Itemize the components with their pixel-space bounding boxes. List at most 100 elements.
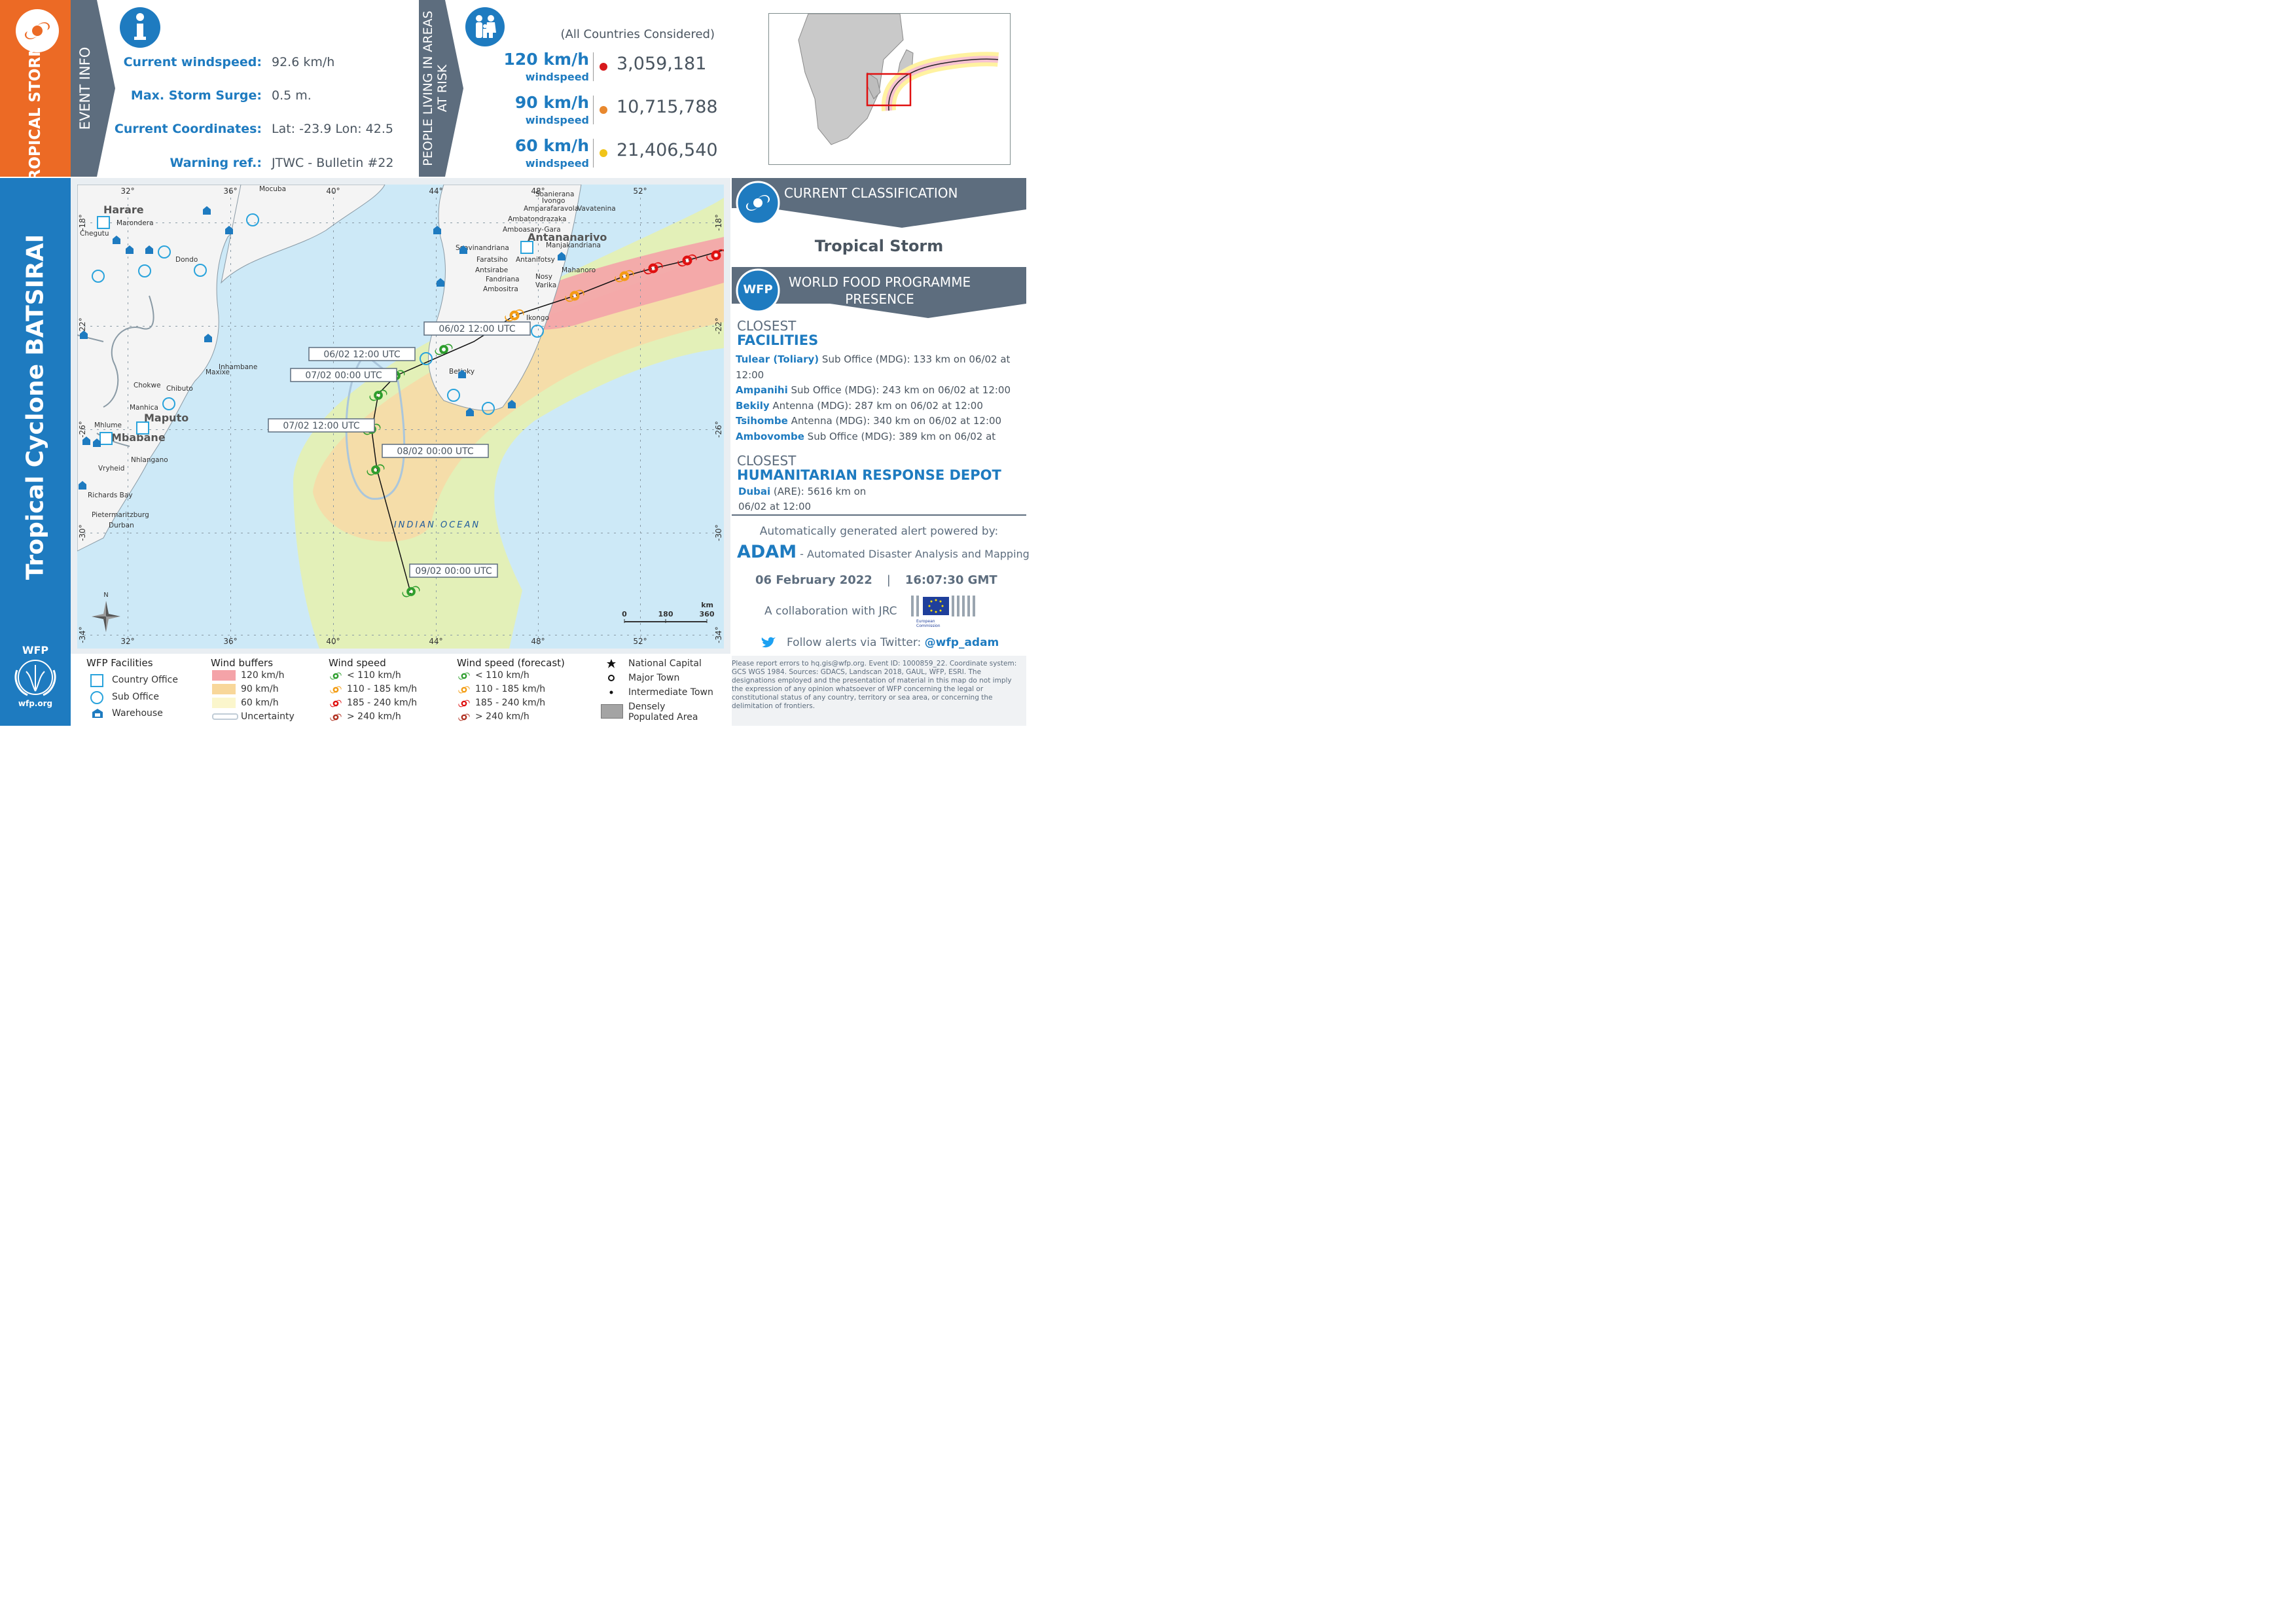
event-info-label: Current windspeed: [123, 55, 262, 69]
adam-name: ADAM [737, 542, 797, 562]
twitter-icon[interactable] [761, 636, 776, 649]
lat-tick-label: -18° [714, 214, 723, 231]
scale-unit: km [701, 601, 713, 609]
disclaimer: Please report errors to hq.gis@wfp.org. … [732, 660, 1017, 710]
wfp-badge-icon [736, 268, 780, 313]
event-info-label: Current Coordinates: [114, 122, 262, 136]
adam-datetime: 06 February 2022 | 16:07:30 GMT [755, 573, 997, 587]
risk-value: 21,406,540 [617, 140, 718, 160]
ocean-label: INDIAN OCEAN [394, 520, 480, 530]
sub-office-marker [138, 264, 151, 277]
risk-speed: 120 km/h [503, 50, 590, 69]
warehouse-marker [126, 245, 134, 254]
town-label: Soavinandriana [456, 244, 509, 252]
facility-detail: Sub Office (MDG): 243 km on 06/02 at 12:… [787, 384, 1011, 396]
wind-speed-label: > 240 km/h [475, 711, 529, 722]
storm-icon [330, 700, 342, 707]
twitter-handle[interactable]: @wfp_adam [924, 636, 999, 649]
facility-detail: Sub Office (MDG): 133 km on 06/02 at 12:… [736, 353, 1011, 381]
legend-warehouse: Warehouse [112, 708, 163, 719]
depot-name: Dubai [738, 486, 771, 497]
track-time-label: 06/02 12:00 UTC [439, 324, 516, 334]
risk-sub: windspeed [525, 157, 589, 169]
storm-icon [402, 586, 420, 597]
depot-row: Dubai (ARE): 5616 km on [738, 484, 866, 500]
wind-speed-label: 110 - 185 km/h [347, 684, 418, 694]
adam-powered: Automatically generated alert powered by… [759, 525, 999, 538]
town-label: Manhica [130, 404, 158, 412]
town-label: Nosy [535, 273, 552, 281]
buffer-swatch [212, 684, 236, 694]
compass-icon: N [92, 592, 120, 632]
warehouse-marker [82, 437, 90, 445]
sub-office-marker [420, 352, 433, 365]
risk-dot [600, 106, 607, 114]
storm-icon [643, 262, 663, 275]
depot-header: HUMANITARIAN RESPONSE DEPOT [737, 467, 1001, 483]
event-info-value: JTWC - Bulletin #22 [272, 156, 394, 170]
buffer-swatch [212, 670, 236, 681]
track-time-label: 08/02 00:00 UTC [397, 446, 474, 457]
capital-antananarivo: Antananarivo [528, 231, 607, 243]
lon-tick-label: 44° [429, 187, 442, 196]
town-label: Mahanoro [562, 266, 596, 274]
country-office-marker [97, 216, 110, 229]
wfp-emblem-icon [14, 660, 56, 696]
town-label: Mocuba [259, 185, 286, 193]
cyclone-title-tab: Tropical Cyclone BATSIRAI WFP wfp.org [0, 178, 71, 726]
wind-speed-icon [330, 713, 342, 721]
lat-tick-label: -26° [78, 421, 87, 438]
storm-icon [677, 254, 697, 267]
facility-name: Bekily [736, 399, 770, 412]
event-info-value: Lat: -23.9 Lon: 42.5 [272, 122, 393, 136]
town-label: Marondera [117, 219, 154, 227]
track-time-label: 07/02 12:00 UTC [283, 421, 360, 431]
capital-mbabane: Mbabane [111, 431, 166, 444]
lat-tick-label: -22° [78, 317, 87, 334]
storm-icon [330, 713, 342, 721]
wind-speed-icon [458, 713, 470, 721]
warehouse-marker [203, 206, 211, 215]
lon-tick-label: 48° [531, 187, 545, 196]
adam-desc: - Automated Disaster Analysis and Mappin… [797, 548, 1030, 560]
buffer-label: 90 km/h [241, 684, 279, 694]
wind-speed-label: > 240 km/h [347, 711, 401, 722]
risk-dot [600, 149, 607, 157]
event-info-label: Max. Storm Surge: [130, 88, 262, 103]
twitter-row: Follow alerts via Twitter: @wfp_adam [787, 636, 999, 649]
town-label: Antsirabe [475, 266, 508, 274]
sub-office-marker [162, 397, 175, 410]
intermediate-town-icon [609, 690, 613, 694]
national-capital-icon [607, 659, 616, 668]
main-map: 32° 32° 36° 36° 40° 40° 44° 44° 48° 48° 52° 52° -18°… [77, 185, 724, 649]
town-label: Ambositra [483, 285, 518, 293]
storm-icon [369, 389, 387, 401]
town-label: Amparafaravola [524, 205, 579, 213]
wfp-presence-header-bar [732, 267, 1026, 304]
facility-row: Ampanihi Sub Office (MDG): 243 km on 06/… [736, 383, 1024, 399]
warehouse-marker [508, 400, 516, 408]
legend-country-office: Country Office [112, 675, 178, 685]
town-label: Chokwe [134, 382, 161, 389]
town-label: Fandriana [486, 276, 520, 283]
lat-tick-label: -30° [714, 524, 723, 541]
north-label: N [103, 592, 108, 599]
storm-type-label: TROPICAL STORM [27, 41, 44, 192]
town-label: Mhlume [94, 421, 122, 429]
buffer-label: 60 km/h [241, 698, 279, 708]
town-label: Varika [535, 281, 556, 289]
collab-text: A collaboration with JRC [764, 605, 897, 618]
risk-sub: windspeed [525, 71, 589, 83]
legend-dense-area: Densely Populated Area [628, 702, 698, 722]
people-at-risk-arrow [419, 0, 463, 177]
lon-tick-label: 52° [633, 637, 647, 646]
wfp-url: wfp.org [18, 699, 53, 708]
lat-tick-label: -26° [714, 421, 723, 438]
classification-header: CURRENT CLASSIFICATION [784, 185, 958, 201]
depot-date: 06/02 at 12:00 [738, 501, 812, 512]
risk-speed: 90 km/h [514, 93, 589, 112]
european-commission-logo [911, 596, 975, 616]
sub-office-marker [531, 325, 544, 338]
classification-header-bar [732, 178, 1026, 208]
lat-tick-label: -34° [78, 626, 87, 643]
